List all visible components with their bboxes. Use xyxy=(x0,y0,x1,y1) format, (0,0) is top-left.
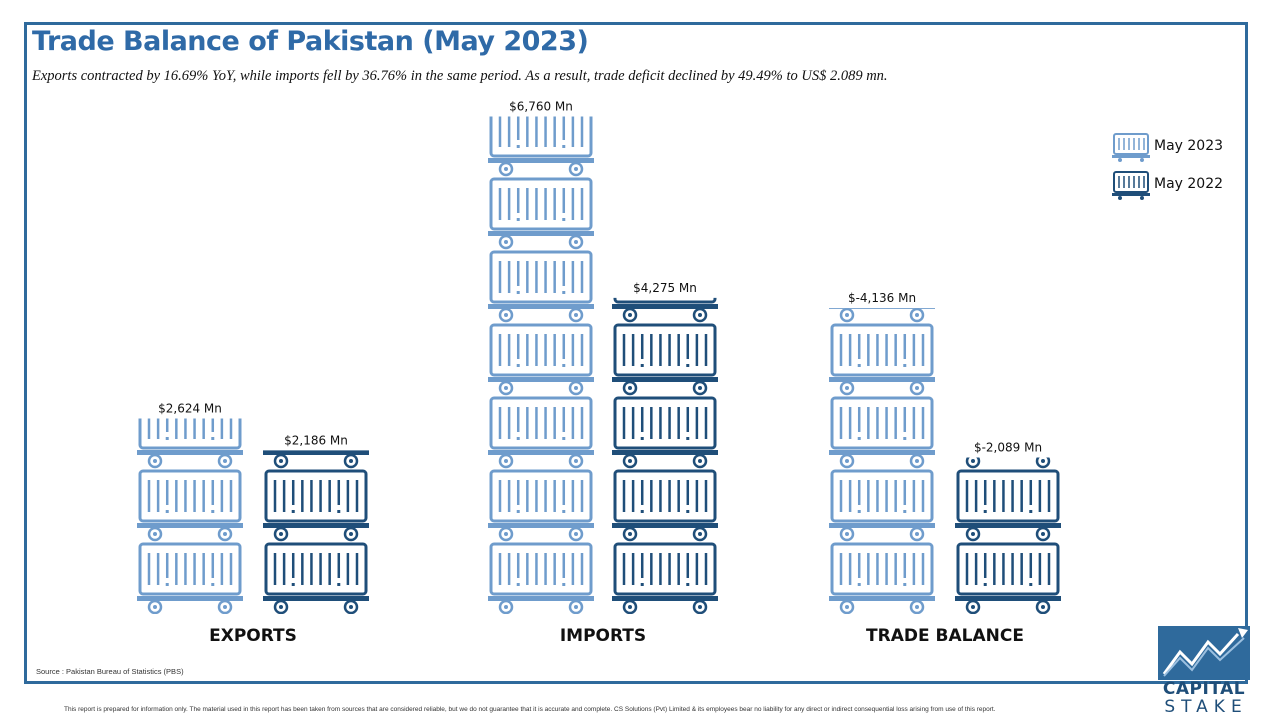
category-label: EXPORTS xyxy=(209,626,297,646)
pictogram-bar-trade-balance-may-2022 xyxy=(955,457,1061,614)
pictogram-bar-trade-balance-may-2023 xyxy=(829,308,935,614)
data-label: $2,624 Mn xyxy=(158,401,222,415)
disclaimer: This report is prepared for information … xyxy=(64,706,996,713)
data-label: $4,275 Mn xyxy=(633,281,697,295)
category-label: IMPORTS xyxy=(560,626,646,646)
logo-text-stake: STAKE xyxy=(1164,697,1248,717)
data-label: $-4,136 Mn xyxy=(848,291,916,305)
pictogram-bar-exports-may-2022 xyxy=(263,450,369,614)
category-label: TRADE BALANCE xyxy=(866,626,1024,646)
legend-item: May 2022 xyxy=(1112,171,1223,200)
chart-frame xyxy=(24,22,1248,684)
pictogram-bar-imports-may-2022 xyxy=(612,297,718,614)
pictogram-bar-imports-may-2023 xyxy=(488,116,594,615)
source-note: Source : Pakistan Bureau of Statistics (… xyxy=(36,667,184,676)
legend-item: May 2023 xyxy=(1112,133,1223,162)
data-label: $-2,089 Mn xyxy=(974,441,1042,455)
data-label: $6,760 Mn xyxy=(509,100,573,114)
capital-stake-logo: CAPITAL STAKE xyxy=(1156,624,1252,720)
chart-subtitle: Exports contracted by 16.69% YoY, while … xyxy=(32,68,888,84)
data-label: $2,186 Mn xyxy=(284,433,348,447)
logo-trend-icon xyxy=(1162,628,1248,677)
logo-chart-mark xyxy=(1158,626,1250,680)
legend-label: May 2023 xyxy=(1154,138,1223,154)
pictogram-bar-exports-may-2023 xyxy=(137,418,243,614)
logo-text-capital: CAPITAL xyxy=(1162,679,1246,699)
legend-label: May 2022 xyxy=(1154,176,1223,192)
page-title: Trade Balance of Pakistan (May 2023) xyxy=(32,26,589,57)
